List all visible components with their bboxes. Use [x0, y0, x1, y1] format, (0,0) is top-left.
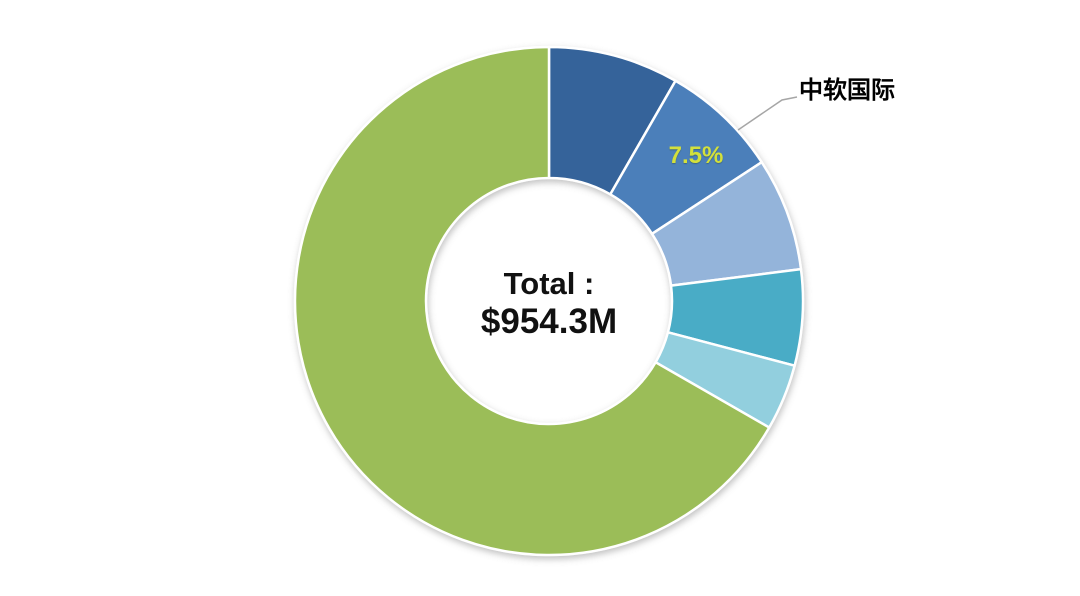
pie-slice-6	[293, 45, 771, 557]
slice-percent-label: 7.5%	[668, 142, 724, 169]
donut-ring	[293, 45, 805, 557]
total-value: $954.3M	[480, 301, 618, 341]
callout-leader-line	[737, 96, 798, 131]
callout-company-label: 中软国际	[799, 77, 895, 104]
total-caption: Total :	[503, 266, 595, 302]
donut-center-total: Total : $954.3M	[480, 266, 618, 341]
